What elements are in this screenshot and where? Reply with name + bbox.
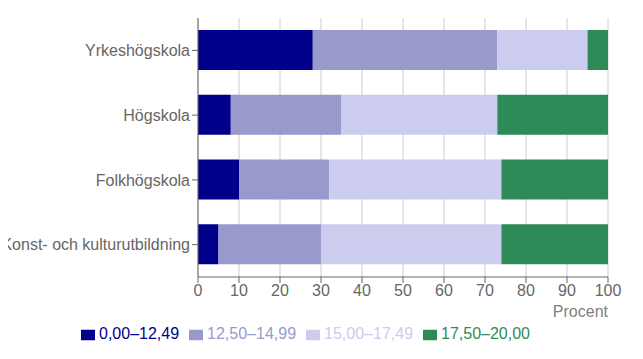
html-text:17,50‒20,00: 17,50‒20,00: [441, 325, 530, 342]
svg-text:10: 10: [230, 282, 248, 299]
svg-text:70: 70: [476, 282, 494, 299]
svg-text:100: 100: [595, 282, 622, 299]
svg-text:Högskola: Högskola: [123, 107, 190, 124]
svg-text:Yrkeshögskola: Yrkeshögskola: [85, 42, 190, 59]
svg-text:40: 40: [353, 282, 371, 299]
svg-text:80: 80: [517, 282, 535, 299]
html-text:15,00‒17,49: 15,00‒17,49: [324, 325, 413, 342]
svg-text:30: 30: [312, 282, 330, 299]
svg-text:20: 20: [271, 282, 289, 299]
svg-text:Procent: Procent: [553, 303, 609, 320]
svg-text:Folkhögskola: Folkhögskola: [96, 172, 190, 189]
svg-text:50: 50: [394, 282, 412, 299]
html-text:12,50‒14,99: 12,50‒14,99: [207, 325, 296, 342]
svg-text:Konst- och kulturutbildning: Konst- och kulturutbildning: [8, 236, 190, 253]
svg-text:90: 90: [558, 282, 576, 299]
svg-text:60: 60: [435, 282, 453, 299]
html-text:0,00‒12,49: 0,00‒12,49: [99, 325, 180, 342]
svg-text:0: 0: [194, 282, 203, 299]
